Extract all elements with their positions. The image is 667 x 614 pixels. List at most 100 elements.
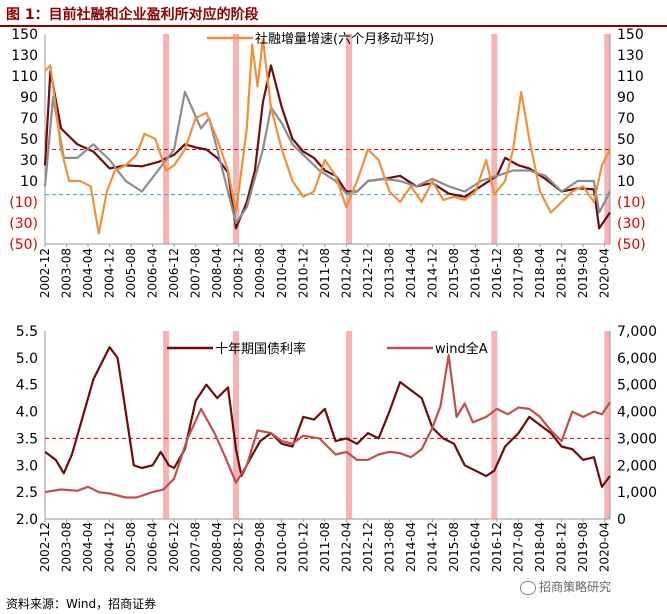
y-tick-label-left: (10) xyxy=(9,195,38,211)
x-tick-label: 2012-12 xyxy=(361,248,375,298)
x-tick-label: 2008-04 xyxy=(210,522,224,572)
x-tick-label: 2011-08 xyxy=(318,248,332,298)
x-tick-label: 2011-08 xyxy=(318,522,332,572)
title-bar: 图 1：目前社融和企业盈利所对应的阶段 xyxy=(0,0,667,27)
y-tick-label-left: 5.0 xyxy=(16,351,38,367)
series-line xyxy=(43,90,611,225)
x-tick-label: 2019-08 xyxy=(576,522,590,572)
y-tick-label-right: 130 xyxy=(617,48,644,64)
y-tick-label-left: (50) xyxy=(9,237,38,253)
x-tick-label: 2009-08 xyxy=(253,248,267,298)
highlight-band xyxy=(233,331,240,519)
x-tick-label: 2017-08 xyxy=(512,248,526,298)
x-tick-label: 2007-08 xyxy=(189,248,203,298)
y-tick-label-left: 70 xyxy=(20,111,38,127)
watermark: 招商策略研究 xyxy=(520,578,611,595)
x-tick-label: 2002-12 xyxy=(38,248,52,298)
x-tick-label: 2014-04 xyxy=(404,248,418,298)
y-tick-label-left: (30) xyxy=(9,216,38,232)
title-divider xyxy=(0,25,667,27)
y-tick-label-left: 30 xyxy=(20,153,38,169)
x-tick-label: 2016-12 xyxy=(490,522,504,572)
x-tick-label: 2013-08 xyxy=(382,248,396,298)
y2-tick-label: 3,000 xyxy=(617,431,657,447)
y-tick-label-right: (10) xyxy=(617,195,646,211)
x-tick-label: 2008-12 xyxy=(232,248,246,298)
x-tick-label: 2018-04 xyxy=(533,248,547,298)
x-tick-label: 2004-12 xyxy=(103,522,117,572)
y-tick-label-left: 4.0 xyxy=(16,405,38,421)
x-tick-label: 2006-12 xyxy=(167,248,181,298)
series-line xyxy=(43,64,611,230)
y-tick-label-left: 4.5 xyxy=(16,378,38,394)
highlight-band xyxy=(604,34,611,244)
highlight-band xyxy=(491,331,498,519)
y-tick-label-right: (30) xyxy=(617,216,646,232)
y2-tick-label: 2,000 xyxy=(617,458,657,474)
highlight-band xyxy=(491,34,498,244)
x-tick-label: 2003-08 xyxy=(60,248,74,298)
highlight-band xyxy=(604,331,611,519)
y-tick-label-right: 50 xyxy=(617,132,635,148)
x-tick-label: 2016-12 xyxy=(490,248,504,298)
y-tick-label-right: 30 xyxy=(617,153,635,169)
x-tick-label: 2010-04 xyxy=(275,248,289,298)
x-tick-label: 2012-12 xyxy=(361,522,375,572)
x-tick-label: 2014-12 xyxy=(425,522,439,572)
source-note: 资料来源：Wind，招商证券 xyxy=(6,597,157,611)
x-tick-label: 2010-12 xyxy=(296,248,310,298)
y2-tick-label: 1,000 xyxy=(617,485,657,501)
y-tick-label-left: 5.5 xyxy=(16,324,38,340)
x-tick-label: 2007-08 xyxy=(189,522,203,572)
highlight-band xyxy=(163,34,170,244)
x-tick-label: 2013-08 xyxy=(382,522,396,572)
series-line xyxy=(44,354,611,499)
x-tick-label: 2004-04 xyxy=(81,248,95,298)
legend-label: wind全A xyxy=(435,341,488,357)
x-tick-label: 2017-08 xyxy=(512,522,526,572)
y-tick-label-left: 3.0 xyxy=(16,458,38,474)
y2-tick-label: 5,000 xyxy=(617,378,657,394)
x-tick-label: 2016-04 xyxy=(468,248,482,298)
x-tick-label: 2014-12 xyxy=(425,248,439,298)
x-tick-label: 2014-04 xyxy=(404,522,418,572)
x-tick-label: 2012-04 xyxy=(339,522,353,572)
y-tick-label-left: 150 xyxy=(11,27,38,43)
x-tick-label: 2002-12 xyxy=(38,522,52,572)
x-tick-label: 2016-04 xyxy=(468,522,482,572)
y-tick-label-right: 110 xyxy=(617,69,644,85)
x-tick-label: 2006-04 xyxy=(146,248,160,298)
x-tick-label: 2005-08 xyxy=(124,522,138,572)
series-line xyxy=(44,346,611,488)
y-tick-label-left: 2.5 xyxy=(16,485,38,501)
x-tick-label: 2005-08 xyxy=(124,248,138,298)
x-tick-label: 2019-08 xyxy=(576,248,590,298)
x-tick-label: 2015-08 xyxy=(447,522,461,572)
x-tick-label: 2006-04 xyxy=(146,522,160,572)
watermark-text: 招商策略研究 xyxy=(539,580,612,594)
y2-tick-label: 6,000 xyxy=(617,351,657,367)
x-tick-label: 2018-12 xyxy=(555,248,569,298)
x-tick-label: 2008-12 xyxy=(232,522,246,572)
x-tick-label: 2020-04 xyxy=(598,248,612,298)
highlight-band xyxy=(346,34,353,244)
highlight-band xyxy=(233,34,240,244)
x-tick-label: 2018-12 xyxy=(555,522,569,572)
y-tick-label-right: 70 xyxy=(617,111,635,127)
y2-tick-label: 7,000 xyxy=(617,324,657,340)
legend-label: 十年期国债利率 xyxy=(215,341,306,357)
y2-tick-label: 4,000 xyxy=(617,405,657,421)
x-tick-label: 2018-04 xyxy=(533,522,547,572)
x-tick-label: 2004-04 xyxy=(81,522,95,572)
x-tick-label: 2010-12 xyxy=(296,522,310,572)
x-tick-label: 2015-08 xyxy=(447,248,461,298)
x-tick-label: 2009-08 xyxy=(253,522,267,572)
page-title: 图 1：目前社融和企业盈利所对应的阶段 xyxy=(6,7,259,23)
y2-tick-label: 0 xyxy=(617,512,626,528)
x-tick-label: 2003-08 xyxy=(60,522,74,572)
legend-label: 社融增量增速(六个月移动平均) xyxy=(255,31,434,47)
y-tick-label-left: 130 xyxy=(11,48,38,64)
x-tick-label: 2008-04 xyxy=(210,248,224,298)
x-tick-label: 2006-12 xyxy=(167,522,181,572)
